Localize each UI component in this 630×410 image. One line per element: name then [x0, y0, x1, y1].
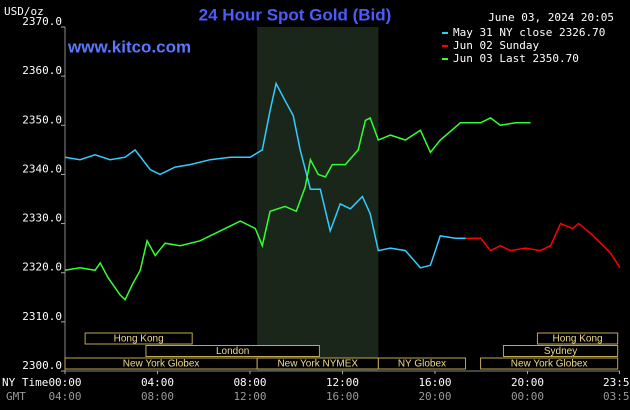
- y-axis-label: USD/oz: [4, 5, 44, 18]
- legend-label: May 31 NY close 2326.70: [453, 26, 605, 39]
- session-box: [84, 332, 193, 345]
- y-tick-label: 2300.0: [22, 359, 62, 372]
- x2-tick-label: 12:00: [233, 390, 266, 403]
- x-tick-label: 23:59: [603, 376, 630, 389]
- x2-tick-label: 04:00: [48, 390, 81, 403]
- x-axis-label: NY Time: [2, 376, 48, 389]
- site-label: www.kitco.com: [67, 37, 191, 56]
- y-tick-label: 2330.0: [22, 212, 62, 225]
- session-label: Hong Kong: [553, 334, 603, 345]
- session-box: [480, 357, 619, 370]
- y-tick-label: 2350.0: [22, 113, 62, 126]
- session-label: New York Globex: [123, 359, 200, 370]
- series-line: [465, 222, 621, 269]
- chart-date: June 03, 2024 20:05: [488, 11, 614, 24]
- session-label: Hong Kong: [114, 334, 164, 345]
- x2-tick-label: 00:00: [511, 390, 544, 403]
- session-label: NY Globex: [398, 359, 446, 370]
- y-tick-label: 2370.0: [22, 15, 62, 28]
- x2-tick-label: 16:00: [326, 390, 359, 403]
- series-line: [64, 81, 466, 269]
- x-tick-label: 12:00: [326, 376, 359, 389]
- x2-axis-label: GMT: [6, 390, 26, 403]
- y-tick-label: 2360.0: [22, 64, 62, 77]
- x2-tick-label: 08:00: [141, 390, 174, 403]
- x2-tick-label: 20:00: [418, 390, 451, 403]
- session-box: [377, 357, 467, 370]
- session-label: London: [216, 346, 249, 357]
- session-box: [502, 345, 619, 357]
- x-tick-label: 08:00: [233, 376, 266, 389]
- session-label: New York NYMEX: [277, 359, 358, 370]
- y-tick-label: 2340.0: [22, 162, 62, 175]
- legend-label: Jun 02 Sunday: [453, 39, 539, 52]
- session-box: [145, 345, 320, 357]
- session-label: Sydney: [544, 346, 577, 357]
- chart-title: 24 Hour Spot Gold (Bid): [199, 5, 392, 24]
- series-line: [64, 116, 531, 301]
- y-tick-label: 2320.0: [22, 261, 62, 274]
- session-label: New York Globex: [511, 359, 588, 370]
- x-tick-label: 00:00: [48, 376, 81, 389]
- session-box: [536, 332, 619, 345]
- x-tick-label: 04:00: [141, 376, 174, 389]
- x2-tick-label: 03:59: [603, 390, 630, 403]
- x-tick-label: 16:00: [418, 376, 451, 389]
- x-tick-label: 20:00: [511, 376, 544, 389]
- y-tick-label: 2310.0: [22, 310, 62, 323]
- legend-label: Jun 03 Last 2350.70: [453, 52, 579, 65]
